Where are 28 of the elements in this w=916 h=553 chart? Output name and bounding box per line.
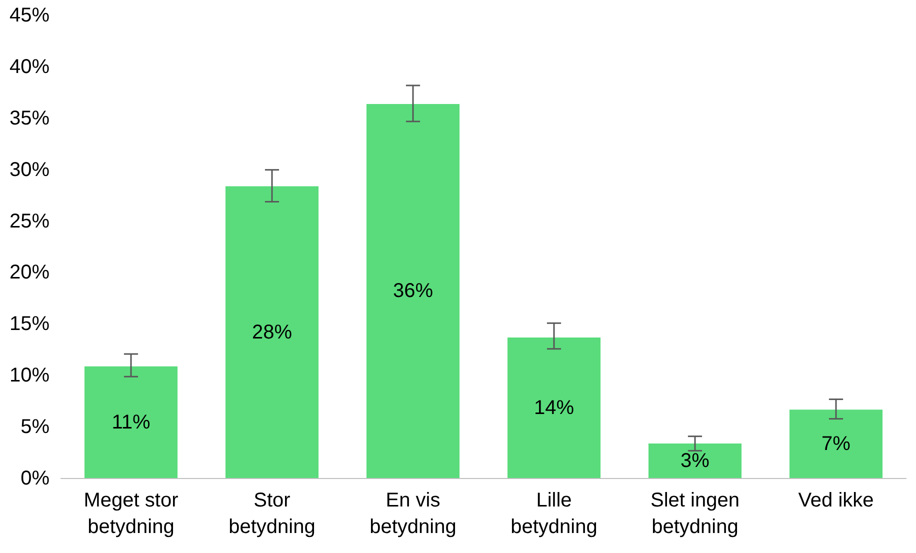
data-label: 7%	[822, 433, 851, 456]
bar	[648, 444, 742, 478]
y-tick-label: 30%	[9, 158, 50, 181]
x-tick-label: Slet ingen betydning	[650, 490, 740, 538]
y-tick-label: 40%	[9, 56, 50, 78]
bar	[789, 410, 883, 478]
x-tick-label: En vis betydning	[370, 490, 456, 538]
y-tick-label: 35%	[9, 107, 50, 130]
data-label: 28%	[252, 321, 292, 344]
y-tick-label: 25%	[9, 210, 50, 232]
data-label: 3%	[680, 450, 710, 472]
x-tick-label: Lille betydning	[510, 490, 598, 538]
y-tick-label: 10%	[9, 364, 50, 387]
y-tick-label: 45%	[9, 4, 50, 26]
y-tick-label: 15%	[9, 313, 50, 336]
bar	[84, 366, 178, 478]
data-label: 14%	[534, 397, 574, 420]
bar	[507, 338, 601, 478]
x-tick-label: Stor betydning	[228, 490, 316, 538]
bar	[225, 186, 319, 478]
bar	[366, 104, 460, 478]
y-tick-label: 5%	[20, 416, 50, 438]
x-tick-label: Meget stor betydning	[84, 490, 179, 538]
y-tick-label: 0%	[20, 468, 50, 490]
y-tick-label: 20%	[9, 262, 50, 284]
data-label: 36%	[392, 280, 434, 302]
x-tick-label: Ved ikke	[798, 490, 874, 512]
data-label: 11%	[112, 411, 150, 434]
